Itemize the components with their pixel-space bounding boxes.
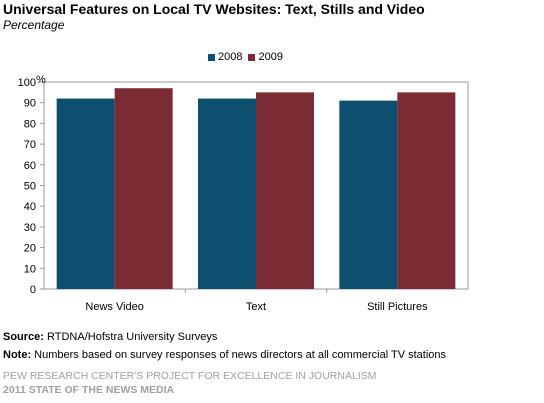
x-category-label: Still Pictures [367, 301, 428, 313]
y-tick-label: 60 [24, 160, 36, 172]
y-tick-label: 100 [18, 77, 36, 89]
legend-label-2008: 2008 [218, 51, 243, 63]
footer-organization: PEW RESEARCH CENTER'S PROJECT FOR EXCELL… [3, 370, 377, 382]
x-category-label: Text [246, 301, 266, 313]
bar-2009-news-video [114, 88, 173, 290]
legend-item-2008: 2008 [208, 51, 242, 63]
y-tick-label: 0 [30, 284, 36, 296]
footer-report: 2011 STATE OF THE NEWS MEDIA [3, 384, 175, 396]
bar-2008-still-pictures [339, 100, 398, 289]
x-category-label: News Video [85, 301, 144, 313]
legend-swatch-2008 [208, 53, 215, 61]
bar-2009-text [256, 92, 314, 289]
y-tick-label: 20 [24, 243, 36, 255]
chart-title: Universal Features on Local TV Websites:… [3, 1, 425, 17]
y-tick-label: 90 [24, 98, 36, 110]
chart-subtitle: Percentage [3, 18, 65, 32]
y-axis-unit: % [36, 74, 46, 86]
y-tick-label: 70 [24, 139, 36, 151]
source-label: Source: [3, 331, 44, 343]
y-tick-label: 40 [24, 201, 36, 213]
legend-item-2009: 2009 [248, 51, 283, 63]
note-label: Note: [3, 349, 32, 361]
chart-legend: 2008 2009 [208, 51, 289, 63]
y-tick-label: 30 [24, 222, 36, 234]
bar-chart: 0 10 20 30 40 50 60 70 80 90 100 % News Video Text Sti… [18, 74, 469, 313]
y-tick-label: 10 [24, 263, 36, 275]
note-line: Note: Numbers based on survey responses … [3, 349, 446, 361]
bar-2008-text [198, 98, 256, 289]
y-tick-label: 50 [24, 181, 36, 193]
source-text: RTDNA/Hofstra University Surveys [43, 331, 218, 343]
note-text: Numbers based on survey responses of new… [31, 349, 447, 361]
bar-2009-still-pictures [397, 92, 456, 289]
legend-swatch-2009 [248, 53, 256, 61]
source-line: Source: RTDNA/Hofstra University Surveys [3, 331, 217, 343]
bar-2008-news-video [56, 98, 115, 289]
legend-label-2009: 2009 [258, 51, 283, 63]
y-tick-label: 80 [24, 118, 36, 130]
